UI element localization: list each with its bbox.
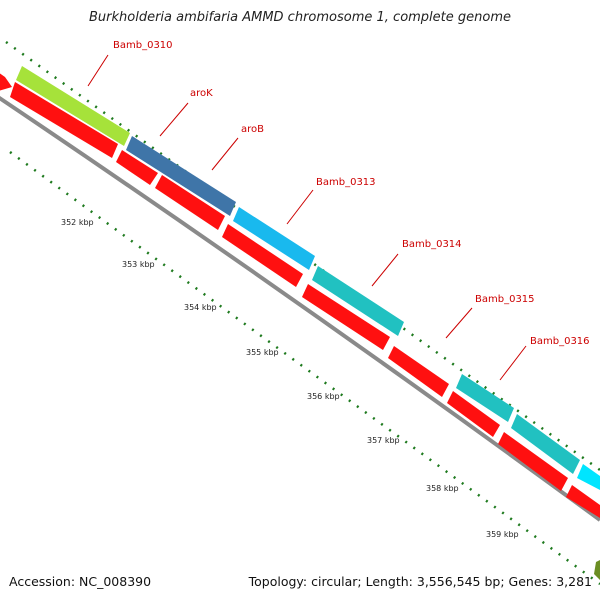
kbp-tick-label: 356 kbp xyxy=(307,392,340,401)
cds-segment xyxy=(447,391,500,437)
gene-label: Bamb_0310 xyxy=(113,40,173,51)
cds-segment xyxy=(116,150,158,185)
leader-bamb-0315 xyxy=(445,307,473,339)
gene-label: Bamb_0316 xyxy=(530,336,590,347)
gene-label: aroK xyxy=(190,88,213,99)
leader-arob xyxy=(211,137,239,171)
gene-segment-bamb-0316 xyxy=(511,414,580,474)
leader-bamb-0314 xyxy=(371,253,399,287)
cds-segment xyxy=(10,82,118,158)
kbp-tick-label: 359 kbp xyxy=(486,530,519,539)
cds-segment xyxy=(388,346,449,397)
accession-text: Accession: NC_008390 xyxy=(9,574,152,589)
leader-bamb-0313 xyxy=(286,189,314,225)
edge-marker xyxy=(594,560,600,580)
gene-label: Bamb_0315 xyxy=(475,294,535,305)
cds-strand xyxy=(0,73,600,518)
leader-arok xyxy=(159,102,189,137)
topology-text: Topology: circular; Length: 3,556,545 bp… xyxy=(248,574,592,589)
cds-segment xyxy=(0,73,12,91)
cds-segment xyxy=(222,224,303,287)
cds-segment xyxy=(566,485,600,518)
gene-segment-bamb-0310 xyxy=(16,66,130,146)
kbp-tick-label: 358 kbp xyxy=(426,484,459,493)
kbp-tick-label: 354 kbp xyxy=(184,303,217,312)
gene-label: Bamb_0313 xyxy=(316,177,376,188)
gene-strand xyxy=(16,66,600,490)
inner-tick-line xyxy=(9,150,600,586)
leader-bamb-0310 xyxy=(87,54,109,87)
kbp-tick-label: 353 kbp xyxy=(122,260,155,269)
gene-segment-arob xyxy=(233,207,315,270)
cds-segment xyxy=(155,175,225,230)
kbp-tick-label: 357 kbp xyxy=(367,436,400,445)
gene-label: Bamb_0314 xyxy=(402,239,462,250)
gene-segment-bamb-0313 xyxy=(312,266,404,336)
cds-segment xyxy=(302,284,390,350)
gene-label: aroB xyxy=(241,124,264,135)
outer-tick-line xyxy=(5,40,600,472)
gene-segment-bamb-0315 xyxy=(456,374,514,422)
cds-segment xyxy=(498,432,568,491)
kbp-tick-label: 352 kbp xyxy=(61,218,94,227)
gene-label-leaders xyxy=(87,54,527,381)
genome-backbone xyxy=(0,95,600,522)
leader-bamb-0316 xyxy=(499,345,527,381)
map-title: Burkholderia ambifaria AMMD chromosome 1… xyxy=(88,10,512,25)
gene-segment-end xyxy=(577,464,600,490)
kbp-tick-label: 355 kbp xyxy=(246,348,279,357)
gene-segment-arok xyxy=(126,136,236,216)
